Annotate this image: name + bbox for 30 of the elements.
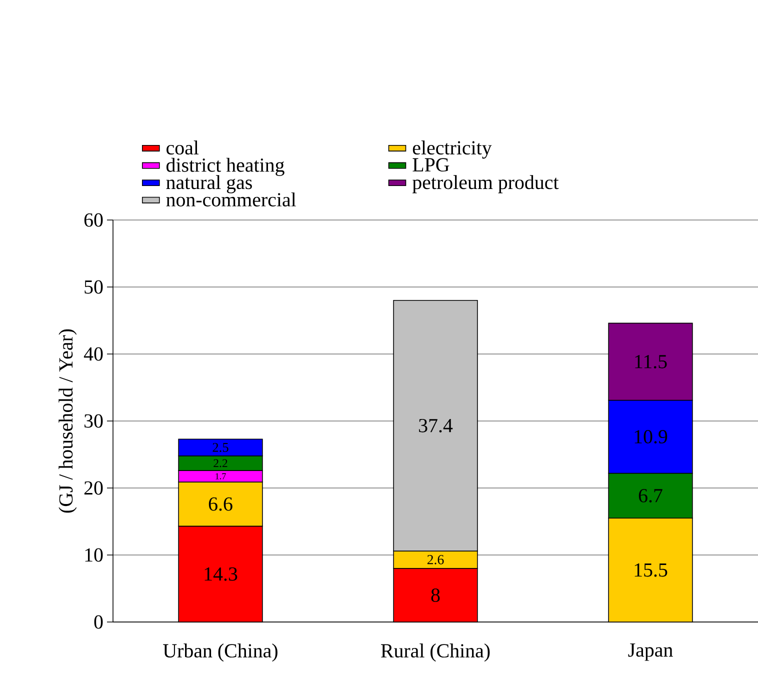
data-label: 2.2 [214,459,228,468]
x-tick-label: Urban (China) [163,644,278,662]
y-tick-label: 0 [94,615,103,629]
data-label: 2.5 [212,442,228,452]
data-label: 1.7 [216,473,226,480]
legend-label: electricity [412,140,492,159]
data-label: 6.7 [638,488,662,502]
legend-label: petroleum product [412,175,559,194]
legend-label: LPG [412,158,450,172]
x-tick-label: Japan [628,644,673,661]
legend-label: non-commercial [166,192,296,206]
y-tick-label: 20 [84,481,103,495]
y-tick-label: 30 [84,414,103,428]
y-tick-label: 60 [84,213,103,227]
data-label: 8 [431,588,440,602]
data-label: 14.3 [204,567,238,581]
y-tick-label: 40 [84,347,103,361]
data-label: 11.5 [635,354,667,368]
y-tick-label: 50 [84,280,103,294]
data-label: 10.9 [634,430,668,444]
data-label: 37.4 [419,418,453,432]
data-label: 15.5 [634,563,668,577]
data-label: 2.6 [427,555,444,564]
data-label: 6.6 [208,497,232,511]
legend-label: natural gas [166,175,252,194]
legend-label: district heating [166,158,284,176]
x-tick-label: Rural (China) [381,644,490,662]
y-axis-title: (GJ / household / Year) [58,329,77,513]
legend-label: coal [166,140,199,155]
y-tick-label: 10 [85,548,103,562]
